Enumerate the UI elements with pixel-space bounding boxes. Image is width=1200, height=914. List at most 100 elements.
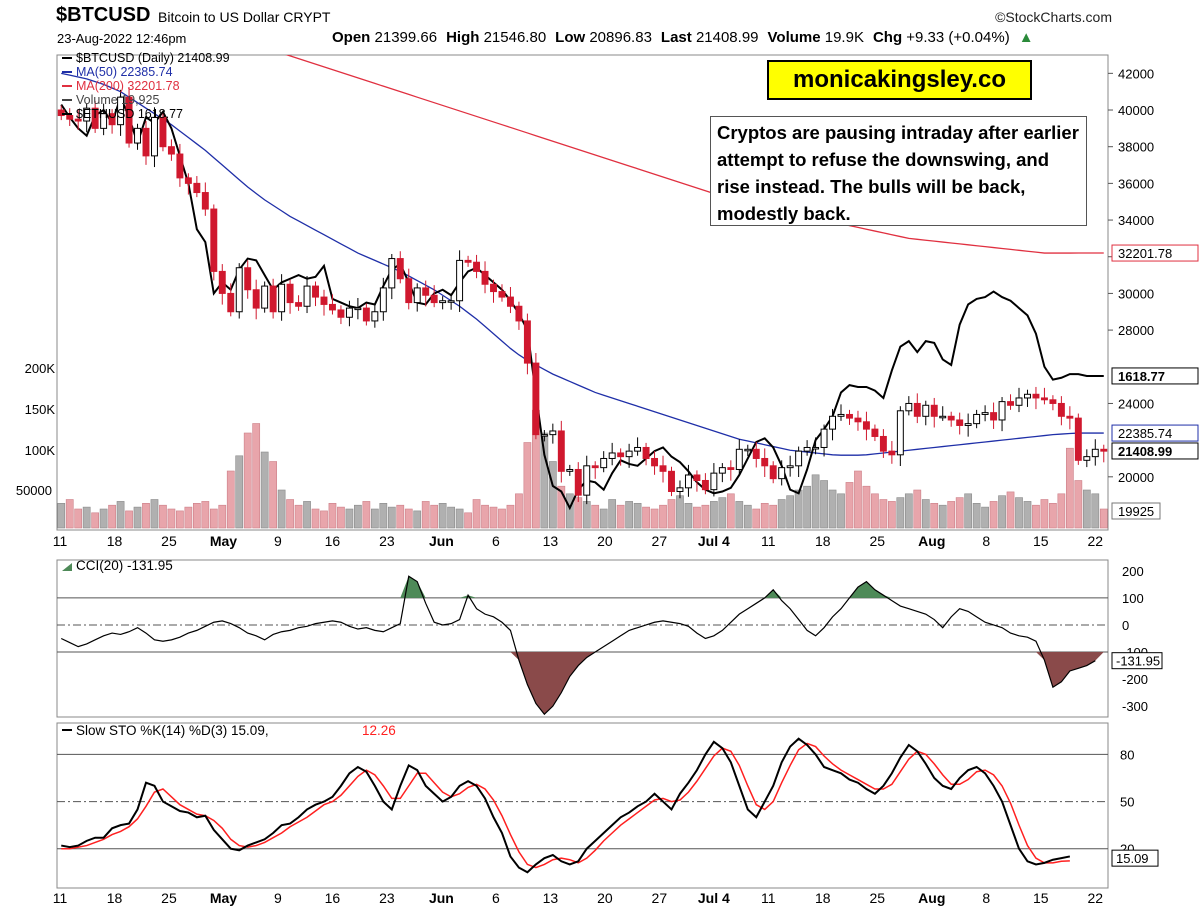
sto-label-d: 12.26: [362, 723, 396, 738]
x-tick-label-bottom: Aug: [918, 890, 945, 906]
x-tick-label: 15: [1033, 533, 1049, 549]
value-tag-box: [1111, 367, 1199, 385]
candle-body: [91, 107, 99, 129]
volume-bar: [150, 499, 159, 529]
volume-bar: [667, 499, 676, 529]
volume-bar: [345, 508, 354, 529]
volume-bar: [1065, 447, 1074, 529]
volume-bar: [710, 501, 718, 529]
ohlc-value-low: 20896.83: [589, 29, 652, 46]
x-tick-label-bottom: 20: [597, 890, 613, 906]
candle-body: [66, 115, 74, 120]
candle-body: [837, 413, 845, 417]
candle-body: [193, 182, 201, 194]
change-arrow-icon: ▲: [1018, 29, 1034, 46]
candle-body: [337, 309, 345, 318]
candle-body: [235, 267, 243, 313]
candle-body: [108, 113, 116, 126]
candle-body: [430, 294, 438, 304]
volume-bar: [794, 489, 803, 529]
volume-bar: [218, 504, 227, 529]
volume-bar: [642, 506, 650, 529]
candle-body: [515, 305, 523, 322]
candle-body: [990, 412, 998, 421]
volume-bar: [311, 508, 320, 529]
legend-entry: Volume 19,925: [76, 93, 159, 107]
sto-tick-label: 50: [1120, 795, 1134, 810]
candle-body: [676, 487, 684, 492]
candle-body: [795, 450, 803, 467]
x-tick-label-bottom: Jul 4: [698, 890, 730, 906]
candle-body: [1091, 448, 1099, 458]
volume-bar: [947, 501, 956, 529]
volume-bar: [811, 474, 820, 529]
volume-bar: [676, 495, 684, 529]
x-tick-label-bottom: 16: [325, 890, 341, 906]
volume-bar: [726, 493, 735, 529]
volume-bar: [786, 495, 795, 529]
panel-frame: [56, 54, 1109, 531]
volume-bar: [1040, 499, 1049, 529]
volume-bar: [413, 510, 422, 529]
volume-bar: [650, 508, 659, 529]
volume-tick-label: 150K: [25, 402, 56, 417]
volume-bar: [845, 482, 854, 529]
candle-body: [1083, 456, 1091, 461]
volume-bar: [362, 501, 371, 529]
panel-frame: [56, 559, 1109, 718]
candle-body: [735, 448, 743, 470]
ohlc-value-chg: +9.33 (+0.04%): [906, 29, 1010, 46]
volume-bar: [396, 504, 405, 529]
x-tick-label-bottom: 11: [761, 890, 776, 906]
volume-bar: [303, 501, 311, 529]
x-tick-label-bottom: 22: [1087, 890, 1103, 906]
x-tick-label: 18: [107, 533, 123, 549]
x-tick-label: 25: [870, 533, 886, 549]
volume-bar: [981, 506, 989, 529]
candle-body: [693, 474, 701, 481]
volume-bar: [1074, 480, 1083, 529]
candle-body: [371, 311, 379, 322]
volume-bar: [684, 502, 693, 529]
ohlc-label-open: Open: [332, 29, 375, 46]
candle-body: [227, 292, 235, 313]
candle-body: [591, 465, 599, 469]
candle-body: [659, 465, 667, 472]
volume-bar: [930, 502, 939, 529]
candle-body: [159, 116, 167, 148]
x-tick-label: May: [210, 533, 237, 549]
volume-bar: [421, 501, 430, 529]
x-tick-label: 18: [815, 533, 831, 549]
volume-bar: [184, 506, 193, 529]
candle-body: [1074, 417, 1082, 461]
volume-bar: [972, 502, 981, 529]
volume-bar: [871, 493, 879, 529]
volume-bar: [65, 499, 74, 529]
x-tick-label-bottom: 23: [379, 890, 395, 906]
candle-body: [413, 287, 421, 304]
volume-bar: [599, 508, 608, 529]
x-tick-label-bottom: May: [210, 890, 237, 906]
x-tick-label-bottom: 18: [107, 890, 123, 906]
candle-body: [608, 452, 616, 459]
candle-body: [439, 300, 447, 304]
volume-bar: [896, 497, 905, 529]
volume-bar: [633, 502, 642, 529]
source-label[interactable]: ©StockCharts.com: [995, 9, 1112, 25]
volume-bar: [1006, 491, 1015, 529]
cci-tick-label: 100: [1122, 591, 1144, 606]
value-tag-eth: 1618.77: [1118, 369, 1165, 384]
x-tick-label: 11: [761, 533, 776, 549]
volume-bar: [252, 423, 261, 529]
volume-bar: [320, 510, 328, 529]
value-tag-volume: 19925: [1118, 504, 1154, 519]
candle-body: [388, 258, 396, 289]
volume-bar: [888, 501, 896, 529]
volume-bar: [1015, 497, 1023, 529]
candle-body: [786, 465, 794, 469]
cci-line: [60, 575, 1096, 716]
volume-bar: [176, 510, 184, 529]
candle-body: [1015, 397, 1023, 406]
candle-body: [1100, 448, 1108, 452]
candle-body: [184, 177, 192, 184]
